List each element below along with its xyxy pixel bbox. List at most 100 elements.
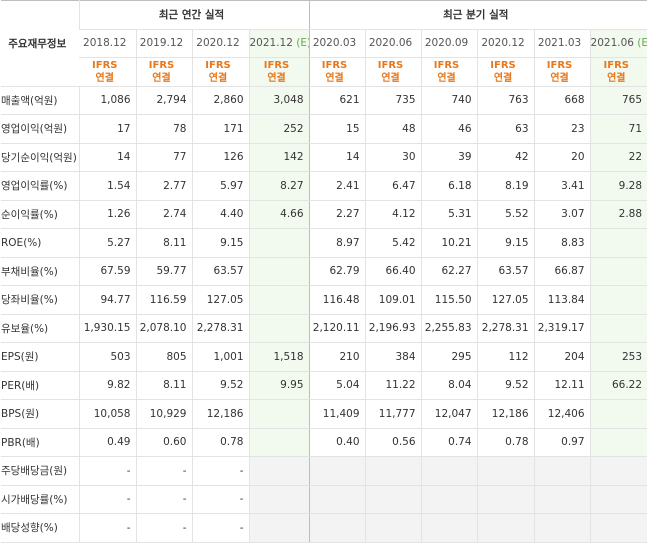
period-label: 2018.12 xyxy=(83,37,127,50)
quarter-value-cell: 621 xyxy=(308,85,366,115)
quarter-value-cell: 30 xyxy=(364,143,422,172)
quarter-value-cell: 295 xyxy=(420,342,478,372)
consolidated-text: 연결 xyxy=(493,72,513,84)
quarter-value-cell: 5.52 xyxy=(476,200,535,229)
table-row: ROE(%) 5.27 8.11 9.15 8.97 5.42 10.21 9.15 8.83 xyxy=(1,228,648,258)
quarter-value-cell: 11,409 xyxy=(308,399,366,429)
period-label: 2021.03 xyxy=(537,37,582,50)
table-row: BPS(원) 10,058 10,929 12,186 11,409 11,777 12,0… xyxy=(1,399,648,429)
quarter-value-cell: 66.40 xyxy=(364,257,422,286)
annual-value-cell: 59.77 xyxy=(135,257,192,286)
quarter-value-cell: 735 xyxy=(364,85,422,115)
annual-value-cell: 2.74 xyxy=(135,200,192,229)
quarter-value-cell xyxy=(308,513,366,543)
row-label: 순이익률(%) xyxy=(1,200,79,229)
quarter-value-cell: 12,186 xyxy=(476,399,535,429)
table-row: 매출액(억원) 1,086 2,794 2,860 3,048 621 735 740 763 6… xyxy=(1,85,648,115)
annual-value-cell: 63.57 xyxy=(191,257,249,286)
quarter-value-cell: 253 xyxy=(589,342,648,372)
annual-value-cell: 4.40 xyxy=(191,200,249,229)
ifrs-text: IFRS xyxy=(490,59,516,71)
annual-value-cell xyxy=(248,314,310,343)
period-header: 2021.03 xyxy=(533,29,591,58)
table-body: 매출액(억원) 1,086 2,794 2,860 3,048 621 735 740 763 6… xyxy=(1,85,648,543)
quarter-value-cell: 668 xyxy=(533,85,591,115)
annual-value-cell: 171 xyxy=(191,114,249,144)
quarter-value-cell xyxy=(364,485,422,514)
annual-value-cell xyxy=(248,399,310,429)
quarter-value-cell: 5.31 xyxy=(420,200,478,229)
quarter-value-cell xyxy=(589,257,648,286)
annual-value-cell: 8.11 xyxy=(135,228,192,258)
quarter-value-cell: 116.48 xyxy=(308,285,366,315)
quarter-value-cell: 12,406 xyxy=(533,399,591,429)
quarter-value-cell: 39 xyxy=(420,143,478,172)
annual-value-cell: - xyxy=(135,513,192,543)
period-header: 2021.12 (E) xyxy=(248,29,310,58)
table-row: 영업이익(억원) 17 78 171 252 15 48 46 63 23 71 xyxy=(1,114,648,144)
consolidated-text: 연결 xyxy=(208,72,228,84)
table-row: 당기순이익(억원) 14 77 126 142 14 30 39 42 20 22 xyxy=(1,143,648,172)
quarter-value-cell: 4.12 xyxy=(364,200,422,229)
annual-value-cell: 5.27 xyxy=(78,228,136,258)
annual-value-cell: - xyxy=(191,485,249,514)
ifrs-text: IFRS xyxy=(263,59,290,71)
quarter-value-cell: 6.18 xyxy=(420,171,478,201)
annual-value-cell xyxy=(248,513,310,543)
ifrs-text: IFRS xyxy=(433,59,460,71)
annual-value-cell: 0.78 xyxy=(191,428,249,457)
period-label: 2020.09 xyxy=(424,37,469,50)
annual-value-cell: 8.11 xyxy=(135,371,192,400)
annual-value-cell: 78 xyxy=(135,114,192,144)
quarter-value-cell xyxy=(589,428,648,457)
ifrs-basis-label: IFRS 연결 xyxy=(79,57,136,87)
ifrs-text: IFRS xyxy=(377,59,404,71)
quarter-value-cell: 765 xyxy=(589,85,648,115)
annual-value-cell: - xyxy=(78,513,136,543)
quarter-value-cell: 5.04 xyxy=(308,371,366,400)
annual-value-cell: 1,518 xyxy=(248,342,310,372)
annual-value-cell xyxy=(248,485,310,514)
annual-results-header: 최근 연간 실적 xyxy=(78,0,310,30)
quarter-value-cell: 63 xyxy=(476,114,535,144)
table-row: 주당배당금(원) - - - xyxy=(1,456,648,486)
ifrs-basis-label: IFRS 연결 xyxy=(191,57,249,87)
annual-value-cell: 2,794 xyxy=(135,85,192,115)
period-header: 2020.06 xyxy=(364,29,422,58)
annual-value-cell xyxy=(248,428,310,457)
annual-value-cell: 77 xyxy=(135,143,192,172)
annual-value-cell: 1.26 xyxy=(78,200,136,229)
ifrs-text: IFRS xyxy=(603,59,630,71)
row-label: BPS(원) xyxy=(1,399,79,429)
quarter-value-cell xyxy=(308,456,366,486)
ifrs-basis-label: IFRS 연결 xyxy=(364,57,422,87)
quarter-value-cell xyxy=(589,456,648,486)
ifrs-text: IFRS xyxy=(148,59,175,71)
quarter-value-cell: 2,319.17 xyxy=(533,314,591,343)
consolidated-text: 연결 xyxy=(607,72,626,84)
ifrs-basis-label: IFRS 연결 xyxy=(533,57,591,87)
quarter-value-cell: 63.57 xyxy=(476,257,535,286)
estimate-mark: (E) xyxy=(637,37,647,50)
row-label: PER(배) xyxy=(1,371,79,400)
quarter-value-cell: 9.28 xyxy=(589,171,648,201)
quarter-value-cell: 22 xyxy=(589,143,648,172)
quarter-value-cell: 112 xyxy=(476,342,535,372)
annual-value-cell: 142 xyxy=(248,143,310,172)
annual-value-cell: 67.59 xyxy=(78,257,136,286)
quarter-value-cell: 66.22 xyxy=(589,371,648,400)
annual-value-cell: 2.77 xyxy=(135,171,192,201)
quarter-value-cell: 384 xyxy=(364,342,422,372)
quarter-value-cell xyxy=(476,485,535,514)
period-header: 2019.12 xyxy=(135,29,192,58)
annual-value-cell xyxy=(248,257,310,286)
quarter-value-cell: 8.97 xyxy=(308,228,366,258)
annual-value-cell: 126 xyxy=(191,143,249,172)
row-label-header: 주요재무정보 xyxy=(1,0,79,87)
table-row: PBR(배) 0.49 0.60 0.78 0.40 0.56 0.74 0.78 0.97 xyxy=(1,428,648,457)
quarter-value-cell: 8.04 xyxy=(420,371,478,400)
period-header: 2020.09 xyxy=(420,29,478,58)
quarter-value-cell: 62.79 xyxy=(308,257,366,286)
quarter-value-cell: 11.22 xyxy=(364,371,422,400)
